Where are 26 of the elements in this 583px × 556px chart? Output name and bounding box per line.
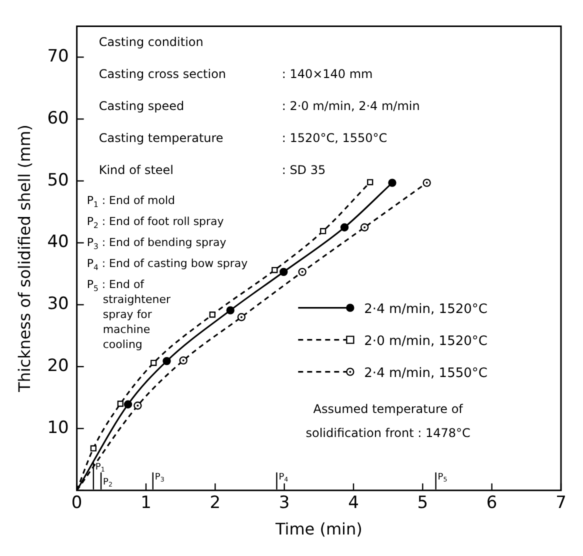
x-axis-title: Time (min) [274, 520, 362, 539]
x-tick-label: 7 [556, 493, 566, 514]
x-tick-label: 0 [71, 493, 82, 514]
text: Casting cross section : 140×140 mm [98, 67, 373, 82]
y-tick-label: 10 [47, 418, 69, 438]
y-tick-label: 20 [47, 356, 69, 376]
x-tick-label: 5 [417, 493, 428, 514]
text: Casting speed : 2·0 m/min, 2·4 m/min [98, 99, 420, 114]
y-tick-label: 40 [47, 232, 69, 252]
legend-label: 2·4 m/min, 1550°C [364, 366, 488, 381]
annotation: Assumed temperature of solidification front : 1478°C [306, 402, 470, 440]
x-tick-label: 4 [348, 493, 359, 514]
x-tick-label: 6 [486, 493, 498, 514]
legend-label: 2·4 m/min, 1520°C [364, 302, 488, 317]
x-tick-label: 1 [140, 493, 152, 514]
annotation: Casting condition [98, 35, 204, 50]
y-tick-label: 70 [47, 46, 69, 67]
y-tick-label: 60 [47, 108, 69, 128]
x-tick-label: 2 [210, 493, 221, 514]
y-axis-title: Thickness of solidified shell (mm) [14, 124, 34, 394]
y-tick-label: 30 [47, 294, 69, 314]
text: Casting temperature : 1520°C, 1550°C [98, 131, 388, 146]
legend-label: 2·0 m/min, 1520°C [364, 334, 488, 349]
text: Kind of steel : SD 35 [98, 163, 326, 178]
x-tick-label: 3 [278, 493, 290, 514]
y-tick-label: 50 [47, 170, 69, 190]
